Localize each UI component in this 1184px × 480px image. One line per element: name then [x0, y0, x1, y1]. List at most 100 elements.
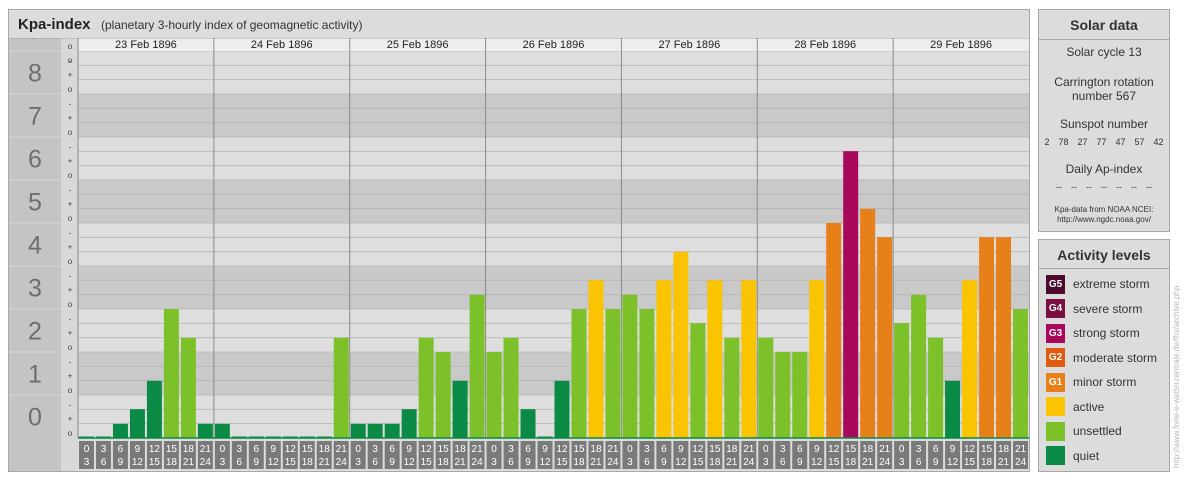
sub-tick-label: +: [68, 157, 73, 166]
day-label: 27 Feb 1896: [658, 39, 720, 51]
sunspot-value: 77: [1096, 137, 1107, 147]
level-label: quiet: [1073, 448, 1100, 463]
interval-start-label: 6: [254, 444, 260, 455]
interval-start-label: 12: [285, 444, 297, 455]
interval-end-label: 9: [525, 457, 531, 468]
activity-levels-title: Activity levels: [1057, 247, 1151, 263]
interval-start-label: 21: [1015, 444, 1027, 455]
interval-end-label: 24: [607, 457, 619, 468]
y-tick-label: 2: [28, 318, 42, 346]
level-label: severe storm: [1073, 301, 1143, 316]
interval-start-label: 6: [797, 444, 803, 455]
ap-index-title: Daily Ap-index: [1065, 162, 1143, 176]
interval-start-label: 0: [355, 444, 361, 455]
interval-end-label: 6: [372, 457, 378, 468]
kp-bar: [724, 337, 740, 438]
interval-start-label: 6: [933, 444, 939, 455]
kp-bar: [877, 237, 893, 438]
sub-tick-label: -: [69, 142, 72, 151]
kp-bar: [554, 380, 570, 438]
interval-end-label: 12: [675, 457, 687, 468]
kp-bar: [741, 280, 757, 438]
sub-tick-label: o: [68, 171, 73, 180]
grid-band: [78, 180, 1029, 223]
level-label: extreme storm: [1073, 277, 1150, 291]
interval-start-label: 21: [607, 444, 619, 455]
activity-level-minor-storm: G1 minor storm: [1046, 372, 1136, 392]
interval-start-label: 9: [950, 444, 956, 455]
level-swatch: [1046, 446, 1065, 465]
interval-start-label: 12: [556, 444, 568, 455]
interval-end-label: 6: [916, 457, 922, 468]
sub-tick-label: +: [68, 329, 73, 338]
level-label: minor storm: [1073, 375, 1137, 389]
day-label: 23 Feb 1896: [115, 39, 177, 51]
kp-bar: [911, 294, 927, 438]
interval-end-label: 9: [797, 457, 803, 468]
interval-box: [520, 441, 536, 469]
sub-tick-label: -: [69, 228, 72, 237]
interval-box: [435, 441, 451, 469]
interval-start-label: 15: [573, 444, 585, 455]
interval-start-label: 3: [780, 444, 786, 455]
interval-start-label: 9: [406, 444, 412, 455]
kp-bar: [979, 237, 995, 438]
level-swatch: [1046, 421, 1065, 441]
kp-bar: [673, 251, 689, 438]
interval-start-label: 0: [763, 444, 769, 455]
interval-box: [945, 441, 961, 469]
interval-box: [146, 441, 162, 469]
interval-box: [265, 441, 281, 469]
level-swatch: G3: [1046, 323, 1065, 343]
interval-start-label: 3: [372, 444, 378, 455]
interval-box: [469, 441, 485, 469]
sunspot-value: 27: [1077, 137, 1088, 147]
sunspot-value: 47: [1115, 137, 1126, 147]
interval-end-label: 9: [661, 457, 667, 468]
interval-end-label: 15: [556, 457, 568, 468]
chart-subtitle: (planetary 3-hourly index of geomagnetic…: [101, 18, 363, 32]
kp-bar: [520, 409, 536, 438]
interval-start-label: 18: [319, 444, 331, 455]
day-label: 26 Feb 1896: [523, 39, 585, 51]
kp-bar: [588, 280, 604, 438]
interval-box: [333, 441, 349, 469]
sub-tick-label: -: [69, 357, 72, 366]
kp-bar: [996, 237, 1012, 438]
interval-start-label: 6: [118, 444, 124, 455]
interval-box: [707, 441, 723, 469]
credit-text: http://www.freie-e-wetterzentrale.de/fhs…: [1172, 285, 1181, 468]
kp-bar: [758, 337, 774, 438]
sub-tick-label: -: [69, 271, 72, 280]
date-header-band: [78, 38, 1029, 51]
interval-box: [571, 441, 587, 469]
sub-tick-label: -: [69, 400, 72, 409]
kp-bar: [809, 280, 825, 438]
interval-end-label: 15: [692, 457, 704, 468]
kp-bar: [163, 309, 179, 438]
interval-start-label: 12: [149, 444, 161, 455]
interval-end-label: 12: [268, 457, 280, 468]
interval-box: [928, 441, 944, 469]
kp-bar: [180, 337, 196, 438]
activity-level-extreme-storm: G5 extreme storm: [1046, 274, 1150, 294]
interval-end-label: 3: [220, 457, 226, 468]
interval-box: [826, 441, 842, 469]
interval-box: [112, 441, 128, 469]
interval-end-label: 12: [404, 457, 416, 468]
interval-end-label: 15: [964, 457, 976, 468]
kp-bar: [367, 423, 383, 438]
level-swatch: G2: [1046, 348, 1065, 367]
sub-tick-label: o: [68, 386, 73, 395]
level-label: unsettled: [1073, 424, 1122, 438]
interval-start-label: 18: [590, 444, 602, 455]
interval-box: [894, 441, 910, 469]
interval-end-label: 21: [590, 457, 602, 468]
interval-box: [656, 441, 672, 469]
sub-tick-label: o: [68, 300, 73, 309]
interval-start-label: 18: [455, 444, 467, 455]
kp-bar: [401, 409, 417, 438]
interval-start-label: 9: [271, 444, 277, 455]
kp-bar: [435, 352, 451, 438]
sub-tick-label: o: [68, 85, 73, 94]
